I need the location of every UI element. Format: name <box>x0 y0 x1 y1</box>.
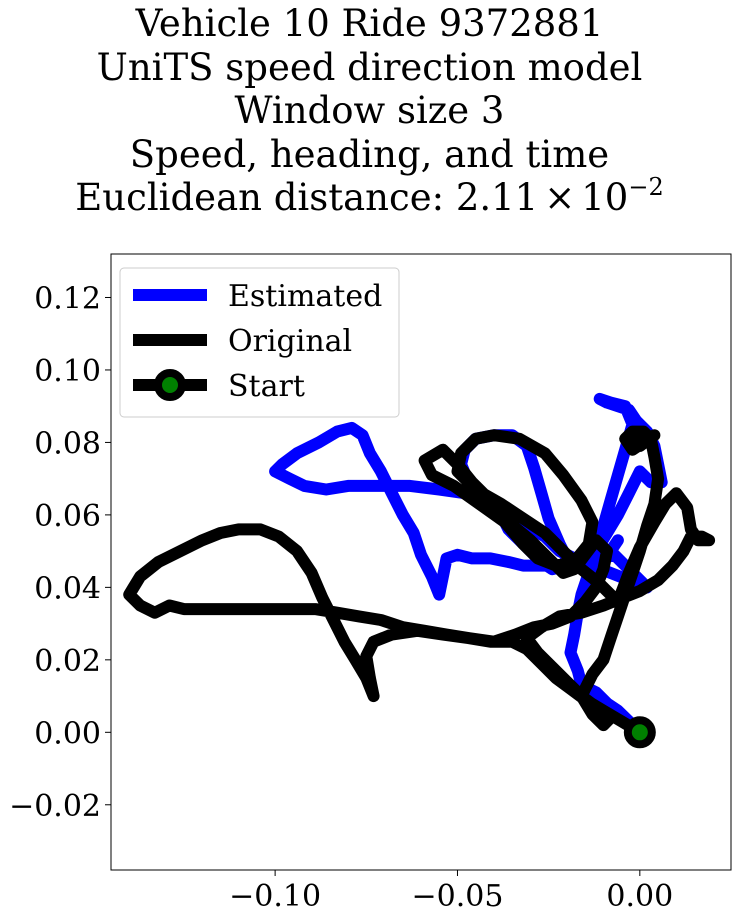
distance-base: 10 <box>581 176 629 219</box>
y-tick-label: 0.02 <box>34 644 101 679</box>
start-marker <box>623 716 656 749</box>
y-axis: −0.02 0.00 0.02 0.04 0.06 0.08 0.10 0.12 <box>9 281 111 824</box>
y-tick-label: 0.12 <box>34 281 101 316</box>
legend-label-start: Start <box>228 369 305 404</box>
x-axis: −0.10 −0.05 0.00 <box>229 870 673 914</box>
series-layer <box>123 392 716 739</box>
title-line-3: Window size 3 <box>234 89 505 132</box>
title-distance-line: Euclidean distance: 2.11 × 10−2 <box>0 173 739 220</box>
title-line-4: Speed, heading, and time <box>129 132 610 176</box>
title-line-2: UniTS speed direction model <box>96 45 643 89</box>
series-line-original <box>123 425 716 739</box>
title-line-1: Vehicle 10 Ride 9372881 <box>135 2 604 45</box>
distance-prefix: Euclidean distance: <box>75 176 456 219</box>
x-tick-label: 0.00 <box>606 879 673 914</box>
chart-title: Vehicle 10 Ride 9372881 UniTS speed dire… <box>0 2 739 220</box>
y-tick-label: 0.08 <box>34 426 101 461</box>
x-tick-label: −0.05 <box>412 879 504 914</box>
distance-times: × <box>544 176 576 219</box>
legend-label-original: Original <box>228 324 352 359</box>
y-tick-label: 0.06 <box>34 499 101 534</box>
y-tick-label: 0.00 <box>34 716 101 751</box>
legend-start-marker <box>154 369 186 401</box>
y-tick-label: −0.02 <box>9 789 101 824</box>
y-tick-label: 0.04 <box>34 571 101 606</box>
series-line-estimated <box>269 392 668 739</box>
legend-label-estimated: Estimated <box>228 279 382 314</box>
y-tick-label: 0.10 <box>34 354 101 389</box>
plot-area-frame <box>110 253 732 871</box>
x-tick-label: −0.10 <box>229 879 321 914</box>
distance-exponent: −2 <box>628 173 664 201</box>
start-layer <box>623 716 656 749</box>
distance-mantissa: 2.11 <box>455 176 539 219</box>
legend: Estimated Original Start <box>119 267 400 418</box>
